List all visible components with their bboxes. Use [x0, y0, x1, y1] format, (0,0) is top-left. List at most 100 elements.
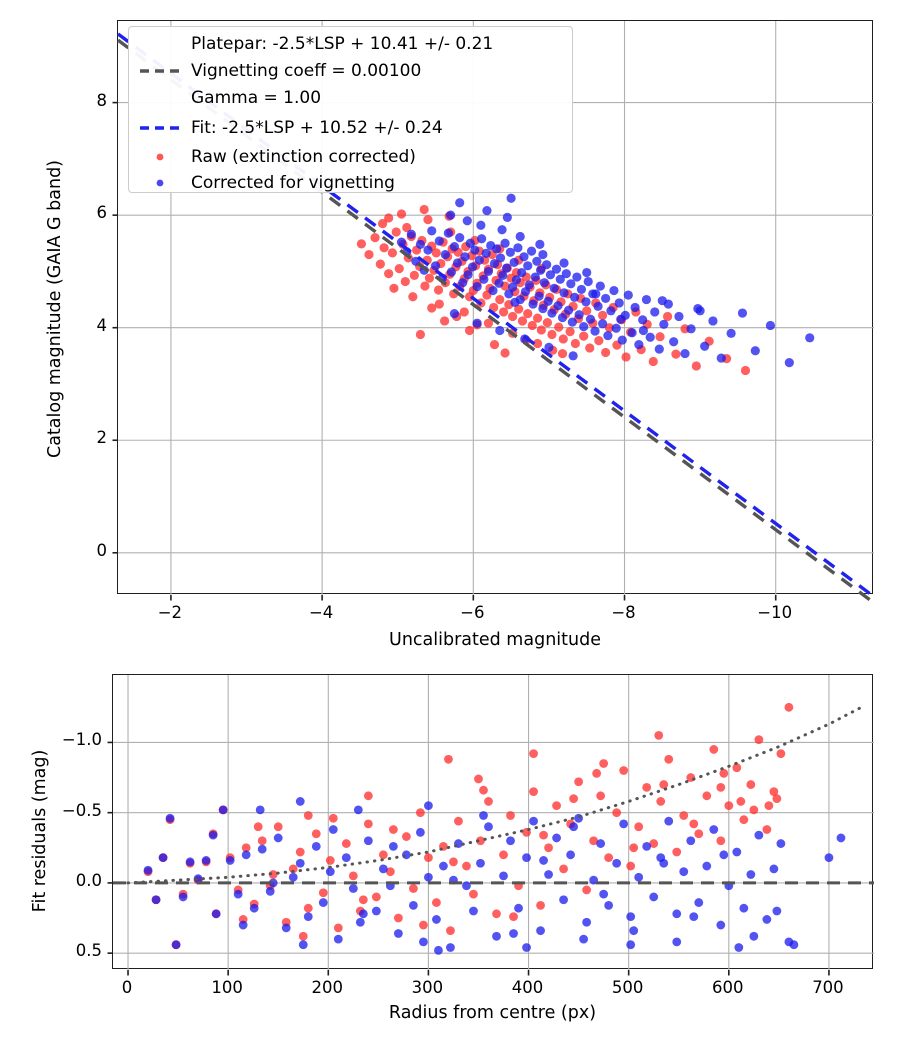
data-point: [642, 841, 652, 851]
data-point: [501, 263, 512, 273]
x-tick-label: 200: [311, 978, 344, 997]
data-point: [482, 206, 492, 216]
data-point: [595, 281, 605, 291]
data-point: [702, 791, 712, 801]
data-point: [462, 861, 471, 871]
data-point: [391, 227, 401, 237]
data-point: [603, 330, 613, 341]
data-point: [569, 822, 579, 832]
data-point: [481, 248, 491, 259]
data-point: [463, 270, 473, 280]
data-point: [511, 275, 522, 285]
scatter-series: [143, 702, 794, 950]
data-point: [529, 749, 538, 759]
legend-item-label: Corrected for vignetting: [191, 173, 395, 193]
data-point: [679, 867, 689, 877]
data-point: [749, 805, 759, 815]
data-point: [719, 850, 729, 860]
data-point: [649, 892, 659, 902]
data-point: [762, 825, 772, 834]
data-point: [325, 856, 335, 865]
data-point: [470, 245, 480, 255]
data-point: [502, 212, 512, 222]
magnitude-fit-xlabel: Uncalibrated magnitude: [389, 630, 601, 650]
data-point: [514, 304, 524, 314]
data-point: [530, 272, 540, 282]
data-point: [517, 267, 527, 278]
data-point: [543, 296, 553, 306]
data-point: [474, 774, 483, 784]
data-point: [598, 310, 608, 320]
data-point: [208, 830, 218, 840]
data-point: [582, 306, 592, 316]
legend-corrected-marker-swatch: [138, 174, 182, 192]
data-point: [544, 843, 553, 853]
data-point: [716, 353, 726, 363]
data-point: [378, 218, 388, 229]
data-point: [449, 857, 458, 867]
data-point: [596, 791, 606, 801]
data-point: [233, 889, 243, 899]
data-point: [672, 909, 682, 919]
data-point: [440, 249, 450, 260]
y-tick-label: 0.5: [75, 941, 102, 961]
data-point: [494, 278, 504, 288]
data-point: [656, 797, 666, 806]
data-point: [611, 323, 621, 333]
legend-item: Gamma = 1.00: [138, 87, 321, 109]
data-point: [201, 856, 211, 865]
data-point: [561, 269, 571, 279]
scatter-series: [143, 797, 846, 955]
data-point: [641, 294, 652, 305]
data-point: [378, 864, 388, 874]
x-tick-label: 100: [211, 978, 243, 997]
data-point: [508, 282, 518, 292]
data-point: [746, 870, 756, 879]
data-point: [527, 320, 537, 331]
data-point: [551, 264, 562, 274]
data-point: [509, 929, 518, 938]
data-point: [606, 306, 616, 316]
data-point: [559, 258, 569, 268]
data-point: [585, 314, 596, 324]
data-point: [689, 819, 699, 829]
data-point: [415, 239, 425, 250]
data-point: [462, 881, 471, 891]
data-point: [542, 318, 553, 328]
data-point: [566, 850, 575, 860]
data-point: [353, 805, 363, 815]
data-point: [604, 853, 614, 863]
data-point: [484, 797, 493, 806]
data-point: [524, 280, 534, 290]
data-point: [532, 313, 543, 323]
y-tick-label: 6: [96, 203, 108, 223]
data-point: [488, 285, 498, 296]
data-point: [557, 312, 568, 323]
data-point: [689, 912, 699, 922]
data-point: [568, 351, 578, 361]
data-point: [604, 900, 614, 910]
dot-marker-icon: [156, 179, 164, 187]
data-point: [430, 261, 441, 271]
data-point: [589, 836, 599, 846]
data-point: [431, 248, 441, 258]
data-point: [225, 856, 235, 865]
data-point: [519, 252, 529, 262]
data-point: [393, 913, 403, 923]
data-point: [459, 307, 469, 317]
data-point: [569, 794, 579, 804]
data-point: [439, 316, 450, 326]
data-point: [626, 861, 636, 871]
data-point: [513, 243, 523, 253]
scatter-series: [396, 193, 815, 368]
data-point: [616, 314, 626, 324]
data-point: [596, 839, 606, 848]
data-point: [476, 858, 485, 868]
data-point: [538, 249, 548, 260]
data-point: [455, 198, 465, 208]
data-point: [709, 825, 719, 834]
data-point: [694, 829, 704, 839]
data-point: [514, 903, 523, 913]
data-point: [506, 836, 515, 846]
data-point: [659, 319, 669, 329]
